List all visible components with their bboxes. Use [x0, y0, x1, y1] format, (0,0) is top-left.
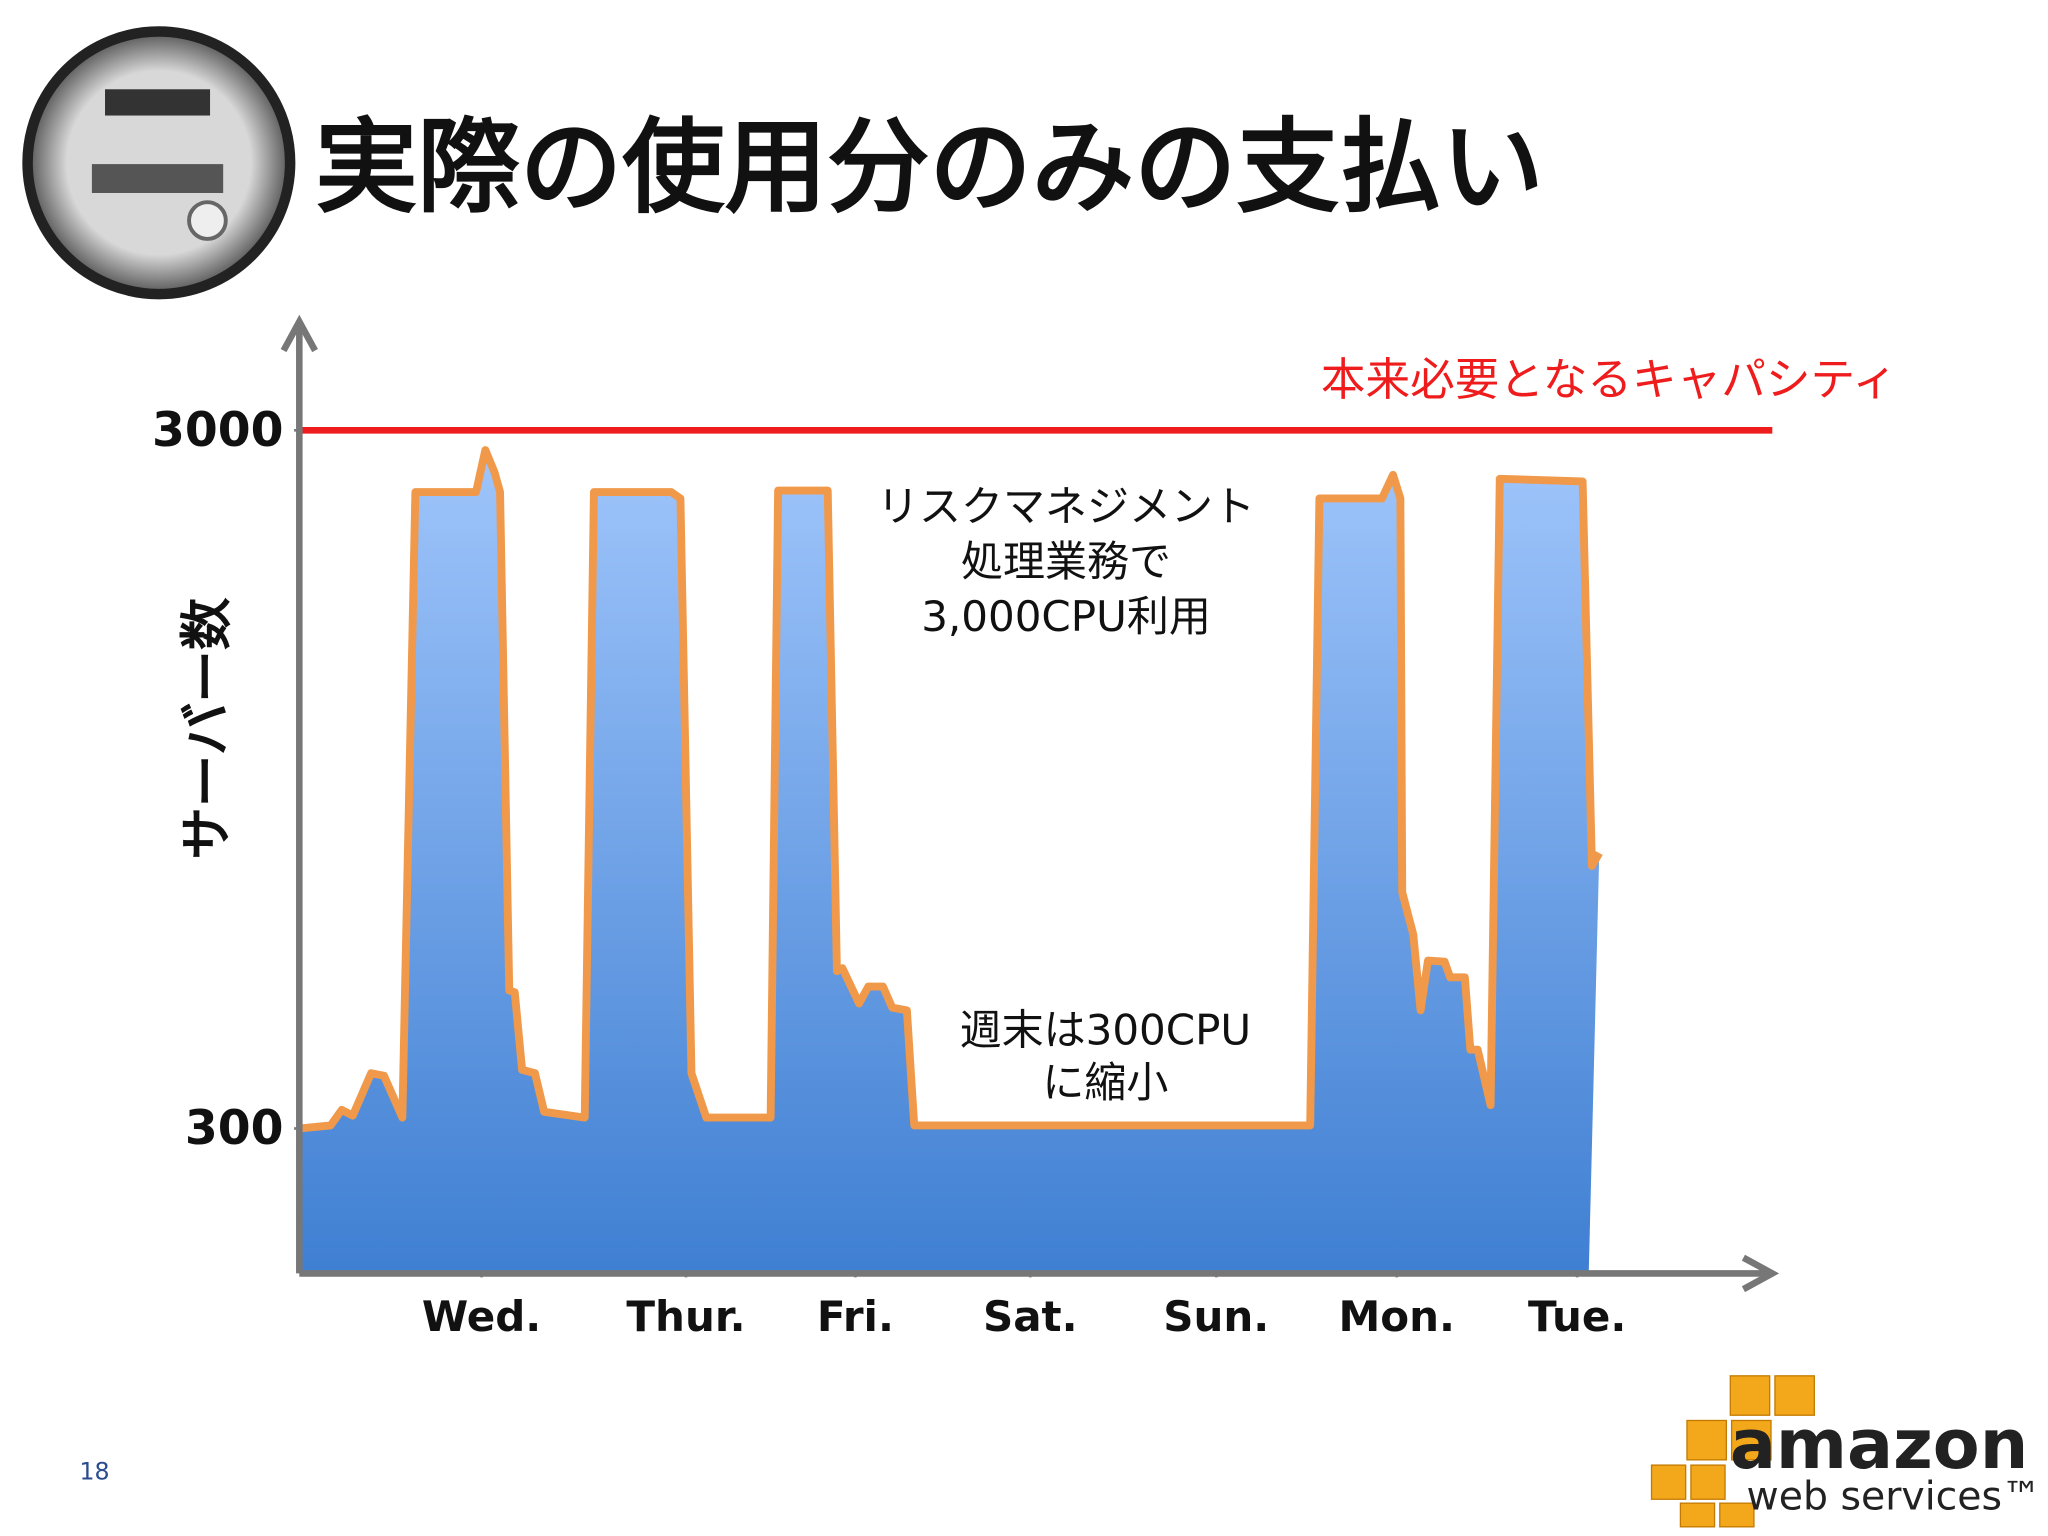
aws-logo: amazon web services™: [1650, 1375, 2042, 1528]
x-tick-label: Sat.: [983, 1292, 1078, 1341]
x-axis-arrow: [1741, 1254, 1780, 1293]
logo-brand: amazon: [1730, 1406, 2028, 1485]
logo-sub: web services™: [1747, 1474, 2042, 1520]
x-tick-label: Thur.: [626, 1292, 745, 1341]
y-tick-label: 300: [185, 1101, 284, 1156]
area-outline: [298, 446, 1603, 1133]
x-tick-label: Mon.: [1338, 1292, 1455, 1341]
x-tick-label: Fri.: [817, 1292, 894, 1341]
annotation: 3,000CPU利用: [921, 592, 1211, 641]
y-axis-arrow: [280, 314, 318, 353]
x-tick-label: Sun.: [1163, 1292, 1269, 1341]
annotation: に縮小: [1042, 1058, 1168, 1107]
x-tick-label: Tue.: [1528, 1292, 1626, 1341]
x-tick-label: Wed.: [422, 1292, 541, 1341]
y-tick-label: 3000: [152, 403, 284, 458]
page-number: 18: [79, 1457, 109, 1485]
capacity-label: 本来必要となるキャパシティ: [1321, 354, 1897, 406]
annotation: 週末は300CPU: [960, 1006, 1252, 1055]
meter-icon: [22, 26, 296, 300]
y-axis-label: サーバー数: [177, 597, 238, 859]
area: [299, 450, 1600, 1274]
annotation: 処理業務で: [961, 537, 1171, 586]
annotation: リスクマネジメント: [877, 482, 1255, 531]
slide-title: 実際の使用分のみの支払い: [315, 108, 1544, 227]
